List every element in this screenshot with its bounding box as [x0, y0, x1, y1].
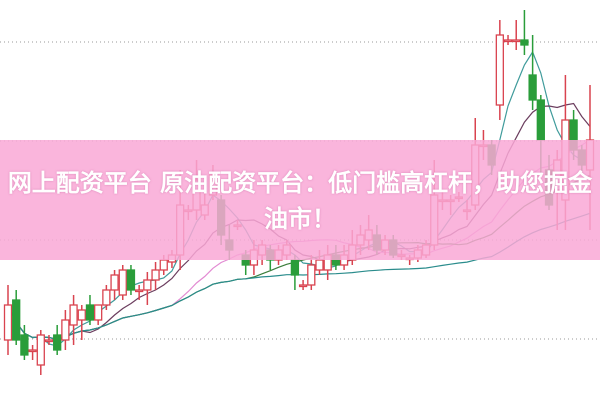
candle-body [94, 304, 103, 321]
candle-body [28, 349, 37, 353]
candle-body [143, 279, 152, 291]
candle-body [495, 34, 504, 106]
candle-body [151, 269, 160, 281]
candle-body [503, 39, 513, 43]
candle-body [20, 334, 29, 356]
candle-body [520, 39, 529, 46]
candle-body [3, 304, 13, 341]
candle-body [61, 319, 70, 341]
candle-body [159, 259, 168, 271]
candle-body [69, 304, 78, 326]
title-banner [0, 140, 600, 260]
candle-body [290, 259, 300, 276]
candle-body [12, 299, 21, 341]
candle-body [36, 334, 45, 366]
candle-body [110, 274, 119, 291]
candle-body [298, 284, 308, 288]
candle-body [315, 259, 324, 271]
candle-body [512, 39, 521, 43]
candle-body [118, 269, 127, 296]
candle-body [77, 309, 86, 321]
candle-body [44, 339, 54, 343]
candle-body [126, 269, 136, 291]
banner-title: 网上配资平台 原油配资平台：低门槛高杠杆，助您掘金油市！ [7, 169, 593, 233]
candle-body [53, 334, 62, 351]
candle-body [85, 304, 95, 321]
candle-body [102, 289, 111, 306]
candle-body [135, 289, 144, 293]
candle-body [528, 74, 537, 101]
candle-body [536, 99, 545, 141]
candle-body [307, 264, 316, 286]
